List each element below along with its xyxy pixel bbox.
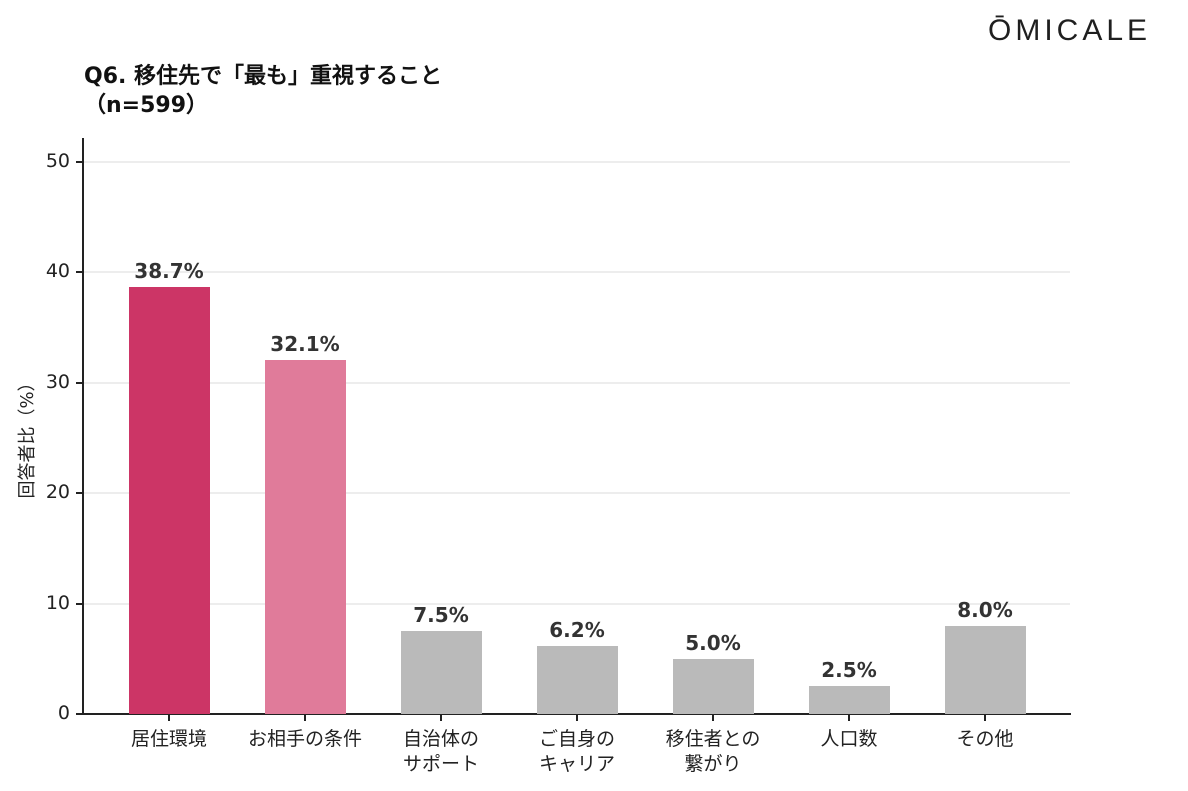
value-label: 5.0% xyxy=(685,630,741,655)
y-axis-line xyxy=(82,138,84,715)
y-tick-label: 30 xyxy=(45,370,70,393)
value-label: 38.7% xyxy=(134,258,204,283)
value-label: 2.5% xyxy=(821,658,877,683)
y-tick xyxy=(76,492,82,495)
omicale-logo: ŌMICALE xyxy=(988,14,1152,47)
x-tick xyxy=(168,715,170,721)
gridline xyxy=(84,271,1070,274)
y-tick xyxy=(76,602,82,605)
x-tick xyxy=(576,715,578,721)
bar-4 xyxy=(537,645,618,714)
x-axis-line xyxy=(82,713,1071,715)
x-tick-label: お相手の条件 xyxy=(247,728,362,750)
bar-5 xyxy=(673,658,754,714)
x-tick-label: 人口数 xyxy=(820,728,878,750)
y-tick-label: 50 xyxy=(45,150,70,172)
bar-7 xyxy=(945,625,1026,714)
gridline xyxy=(84,602,1070,605)
y-tick xyxy=(76,381,82,384)
y-tick xyxy=(76,713,82,715)
x-tick xyxy=(984,715,986,721)
bar-2 xyxy=(265,359,346,714)
value-label: 8.0% xyxy=(957,597,1013,622)
chart-subtitle: （n=599） xyxy=(84,93,209,118)
x-tick-label: 居住環境 xyxy=(130,728,207,750)
bar-1 xyxy=(129,286,210,714)
y-tick-label: 40 xyxy=(45,260,70,283)
chart-title: Q6. 移住先で「最も」重視すること xyxy=(84,64,443,89)
x-tick xyxy=(712,715,714,721)
x-tick-label: その他 xyxy=(956,728,1014,750)
value-label: 6.2% xyxy=(549,617,605,642)
gridline xyxy=(84,381,1070,384)
x-tick-label: 移住者との 繋がり xyxy=(665,728,761,775)
x-tick-label: 自治体の サポート xyxy=(402,728,479,775)
gridline xyxy=(84,161,1070,163)
y-tick-label: 0 xyxy=(57,702,70,724)
x-tick xyxy=(440,715,442,721)
x-tick xyxy=(304,715,306,721)
value-label: 32.1% xyxy=(270,331,340,356)
bar-6 xyxy=(809,686,890,714)
x-tick xyxy=(848,715,850,721)
y-tick xyxy=(76,161,82,163)
y-tick xyxy=(76,271,82,274)
y-tick-label: 10 xyxy=(45,591,70,614)
x-tick-label: ご自身の キャリア xyxy=(538,728,615,775)
gridline xyxy=(84,492,1070,495)
value-label: 7.5% xyxy=(413,603,469,628)
y-tick-label: 20 xyxy=(45,481,70,504)
bar-3 xyxy=(401,631,482,714)
